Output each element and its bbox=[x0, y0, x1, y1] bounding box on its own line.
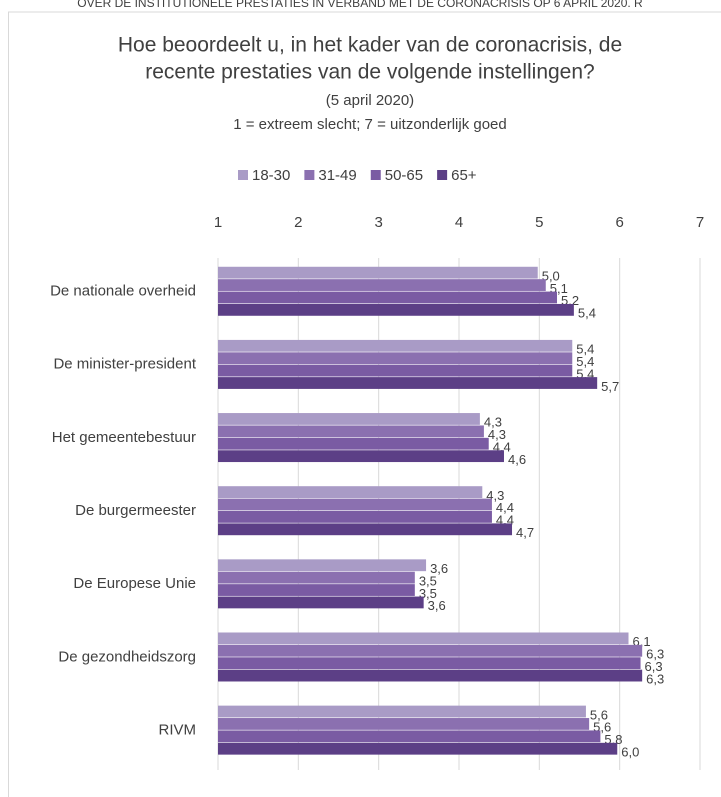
bar bbox=[218, 498, 492, 511]
bar bbox=[218, 377, 598, 389]
bar bbox=[218, 718, 590, 730]
bar bbox=[218, 413, 480, 425]
value-label: 6,0 bbox=[621, 744, 639, 759]
value-label: 5,4 bbox=[576, 354, 594, 369]
x-tick-label: 4 bbox=[455, 214, 463, 231]
x-tick-label: 3 bbox=[374, 214, 382, 231]
bar bbox=[218, 303, 574, 316]
bar bbox=[218, 523, 513, 536]
legend-swatch bbox=[370, 170, 381, 180]
value-label: 6,3 bbox=[646, 647, 664, 662]
bar bbox=[218, 742, 618, 755]
value-label: 3,5 bbox=[419, 573, 437, 588]
bar bbox=[218, 511, 492, 523]
bar bbox=[218, 266, 538, 279]
page-header: OVER DE INSTITUTIONELE PRESTATIES IN VER… bbox=[77, 0, 643, 10]
value-label: 4,3 bbox=[488, 427, 506, 442]
bar bbox=[218, 486, 483, 498]
bar bbox=[218, 669, 643, 682]
value-label: 3,6 bbox=[428, 598, 446, 613]
value-label: 4,7 bbox=[516, 525, 534, 540]
x-tick-label: 6 bbox=[615, 214, 623, 231]
bar bbox=[218, 279, 546, 291]
value-label: 3,6 bbox=[430, 561, 448, 576]
x-tick-label: 2 bbox=[294, 214, 302, 231]
value-label: 5,4 bbox=[578, 306, 596, 321]
legend-swatch bbox=[437, 170, 448, 180]
value-label: 5,0 bbox=[542, 268, 560, 283]
bar bbox=[218, 291, 558, 304]
y-tick-label: De Europese Unie bbox=[73, 575, 196, 592]
value-label: 5,4 bbox=[576, 342, 594, 357]
value-label: 4,6 bbox=[508, 452, 526, 467]
bar bbox=[218, 571, 415, 584]
y-tick-label: De nationale overheid bbox=[50, 283, 196, 300]
legend-label: 65+ bbox=[451, 167, 477, 184]
x-tick-label: 7 bbox=[696, 214, 704, 231]
legend-label: 50-65 bbox=[385, 167, 423, 184]
value-label: 4,3 bbox=[484, 415, 502, 430]
legend-swatch bbox=[304, 170, 315, 180]
chart-title: recente prestaties van de volgende inste… bbox=[145, 61, 594, 84]
bar bbox=[218, 632, 629, 645]
y-tick-label: Het gemeentebestuur bbox=[52, 429, 196, 446]
bar bbox=[218, 437, 489, 450]
legend-label: 18-30 bbox=[252, 167, 290, 184]
y-tick-label: De gezondheidszorg bbox=[58, 648, 196, 665]
bar bbox=[218, 644, 643, 657]
x-tick-label: 5 bbox=[535, 214, 543, 231]
chart-subtitle: 1 = extreem slecht; 7 = uitzonderlijk go… bbox=[233, 116, 507, 133]
value-label: 6,3 bbox=[645, 659, 663, 674]
bar bbox=[218, 596, 424, 609]
chart-title: Hoe beoordeelt u, in het kader van de co… bbox=[118, 34, 622, 57]
chart-border bbox=[8, 11, 721, 797]
bar bbox=[218, 425, 484, 438]
y-tick-label: RIVM bbox=[159, 721, 197, 738]
x-tick-label: 1 bbox=[214, 214, 222, 231]
value-label: 5,7 bbox=[601, 379, 619, 394]
bar bbox=[218, 450, 504, 463]
legend-swatch bbox=[238, 170, 248, 180]
bar bbox=[218, 352, 573, 365]
bar bbox=[218, 657, 641, 670]
value-label: 5,6 bbox=[590, 707, 608, 722]
value-label: 6,3 bbox=[646, 671, 664, 686]
chart-subtitle: (5 april 2020) bbox=[326, 92, 414, 109]
bar bbox=[218, 705, 586, 718]
value-label: 4,4 bbox=[496, 500, 514, 515]
bar bbox=[218, 559, 427, 572]
bar bbox=[218, 584, 415, 596]
y-tick-label: De burgermeester bbox=[75, 502, 196, 519]
bar bbox=[218, 364, 573, 377]
legend-label: 31-49 bbox=[318, 167, 356, 184]
y-tick-label: De minister-president bbox=[53, 356, 196, 373]
bar bbox=[218, 730, 601, 743]
bar bbox=[218, 339, 573, 352]
